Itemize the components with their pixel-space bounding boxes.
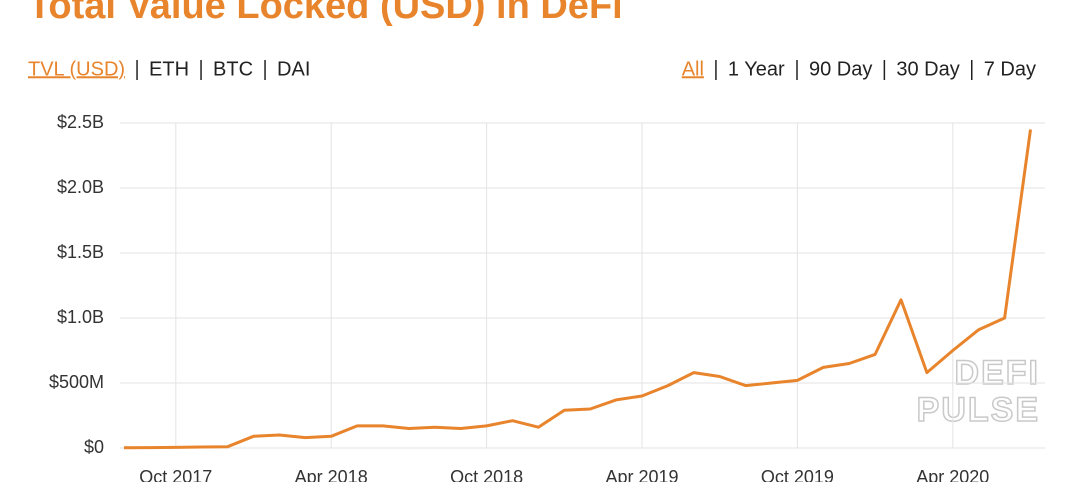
tab[interactable]: All <box>682 58 704 80</box>
tab[interactable]: 1 Year <box>728 58 785 80</box>
watermark: PULSE <box>917 391 1040 429</box>
tab[interactable]: DAI <box>277 58 310 80</box>
tab[interactable]: 7 Day <box>984 58 1036 80</box>
x-tick-label: Oct 2018 <box>450 467 523 482</box>
y-tick-label: $500M <box>49 372 104 392</box>
y-tick-label: $2.5B <box>57 112 104 132</box>
tab[interactable]: 90 Day <box>809 58 872 80</box>
tab[interactable]: ETH <box>149 58 189 80</box>
y-tick-label: $1.0B <box>57 307 104 327</box>
tab[interactable]: BTC <box>213 58 253 80</box>
x-tick-label: Oct 2019 <box>761 467 834 482</box>
x-tick-label: Apr 2018 <box>295 467 368 482</box>
y-tick-label: $2.0B <box>57 177 104 197</box>
y-tick-label: $0 <box>84 437 104 457</box>
tab[interactable]: TVL (USD) <box>28 58 125 80</box>
data-line <box>123 129 1032 450</box>
y-tick-label: $1.5B <box>57 242 104 262</box>
x-tick-label: Apr 2020 <box>916 467 989 482</box>
watermark: DEFI <box>955 354 1040 392</box>
x-tick-label: Apr 2019 <box>605 467 678 482</box>
chart-title: Total Value Locked (USD) in DeFi <box>28 0 623 27</box>
tab[interactable]: 30 Day <box>896 58 959 80</box>
x-tick-label: Oct 2017 <box>139 467 212 482</box>
